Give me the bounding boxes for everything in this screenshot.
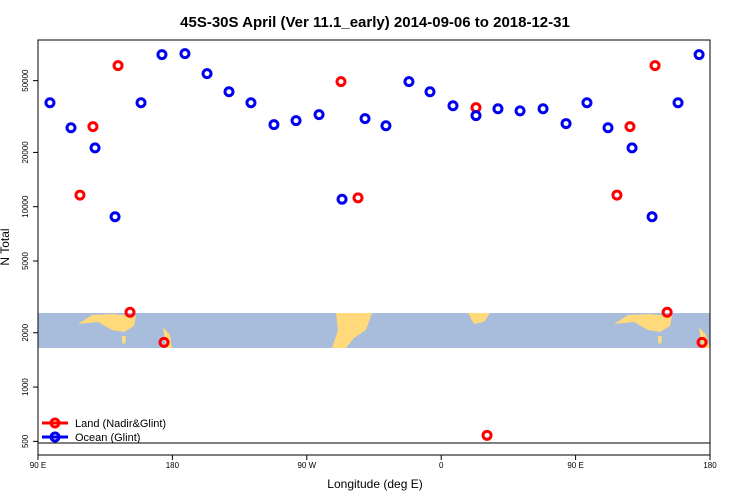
point (649, 60, 661, 72)
y-axis-label: N Total (0, 228, 12, 265)
point (693, 49, 705, 61)
point (492, 103, 504, 115)
point (179, 48, 191, 60)
point (380, 120, 392, 132)
point (602, 122, 614, 134)
x-tick-label: 90 W (297, 461, 316, 470)
point (424, 86, 436, 98)
point (470, 110, 482, 122)
map-land (78, 313, 710, 348)
point (537, 103, 549, 115)
point (74, 189, 86, 201)
point (352, 192, 364, 204)
point (89, 142, 101, 154)
point (646, 211, 658, 223)
point (359, 113, 371, 125)
point (624, 121, 636, 133)
point (268, 119, 280, 131)
y-tick-label: 500 (21, 434, 30, 448)
point (109, 211, 121, 223)
x-tick-label: 90 E (567, 461, 583, 470)
point (124, 306, 136, 318)
point (611, 189, 623, 201)
point (661, 306, 673, 318)
point (696, 336, 708, 348)
point (156, 49, 168, 61)
point (514, 105, 526, 117)
point (44, 97, 56, 109)
y-tick-label: 2000 (21, 323, 30, 341)
point (403, 76, 415, 88)
point (201, 68, 213, 80)
point (560, 118, 572, 130)
plot-frame (37, 39, 711, 456)
legend-marker (49, 417, 61, 429)
y-tick-label: 1000 (21, 378, 30, 396)
legend-label: Land (Nadir&Glint) (75, 418, 166, 430)
point (290, 115, 302, 127)
point (112, 60, 124, 72)
point (447, 100, 459, 112)
y-tick-label: 10000 (21, 195, 30, 218)
y-tick-label: 20000 (21, 141, 30, 164)
y-tick-label: 50000 (21, 69, 30, 92)
x-tick-label: 180 (703, 461, 717, 470)
x-tick-label: 180 (166, 461, 180, 470)
chart-title: 45S-30S April (Ver 11.1_early) 2014-09-0… (180, 14, 570, 31)
point (313, 109, 325, 121)
point (335, 76, 347, 88)
point (672, 97, 684, 109)
point (158, 336, 170, 348)
point (87, 121, 99, 133)
x-axis-label: Longitude (deg E) (327, 477, 422, 491)
point (336, 193, 348, 205)
y-tick-label: 5000 (21, 252, 30, 270)
legend-marker (49, 431, 61, 443)
x-tick-label: 0 (439, 461, 444, 470)
point (223, 86, 235, 98)
point (581, 97, 593, 109)
point (245, 97, 257, 109)
point (135, 97, 147, 109)
point (65, 122, 77, 134)
legend-label: Ocean (Glint) (75, 432, 140, 444)
point (481, 429, 493, 441)
map-ocean (38, 313, 710, 348)
x-tick-label: 90 E (30, 461, 46, 470)
point (626, 142, 638, 154)
